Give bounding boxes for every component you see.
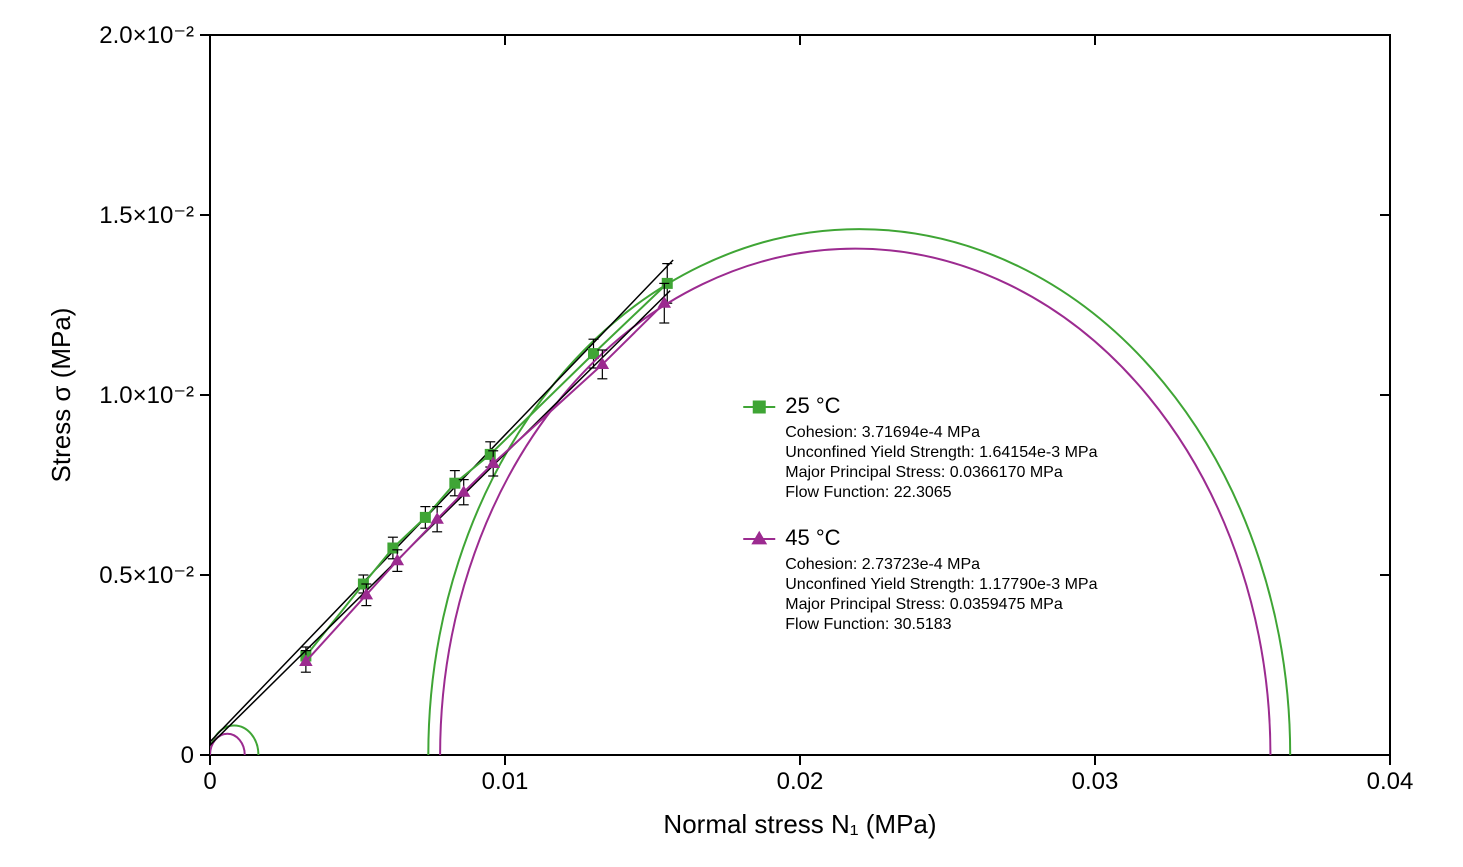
mohr-circle-chart: 0 0.01 0.02 0.03 0.04 0 0.5×10⁻² 1.0×10⁻² 1.5×1… (0, 0, 1463, 867)
x-tick-label: 0 (203, 768, 216, 795)
y-tick-label: 0 (181, 742, 194, 769)
legend: 25 °C Cohesion: 3.71694e-4 MPa Unconfined … (743, 393, 1097, 633)
legend-series-detail: Unconfined Yield Strength: 1.64154e-3 MP… (785, 444, 1097, 461)
legend-series-detail: Major Principal Stress: 0.0366170 MPa (785, 464, 1063, 481)
y-tick-label: 1.5×10⁻² (99, 202, 194, 229)
y-tick-label: 2.0×10⁻² (99, 22, 194, 49)
legend-series-title: 25 °C (785, 393, 840, 418)
legend-series-detail: Cohesion: 3.71694e-4 MPa (785, 424, 980, 441)
x-tick-label: 0.03 (1072, 768, 1119, 795)
x-tick-label: 0.01 (482, 768, 529, 795)
legend-series-detail: Flow Function: 30.5183 (785, 616, 951, 633)
legend-series-detail: Unconfined Yield Strength: 1.17790e-3 MP… (785, 576, 1097, 593)
legend-series-detail: Major Principal Stress: 0.0359475 MPa (785, 596, 1063, 613)
series-45°C (200, 249, 1270, 755)
legend-series-detail: Flow Function: 22.3065 (785, 484, 951, 501)
y-axis-label: Stress σ (MPa) (46, 308, 76, 483)
x-tick-label: 0.02 (777, 768, 824, 795)
y-tick-label: 1.0×10⁻² (99, 382, 194, 409)
legend-series-title: 45 °C (785, 525, 840, 550)
y-tick-label: 0.5×10⁻² (99, 562, 194, 589)
legend-series-detail: Cohesion: 2.73723e-4 MPa (785, 556, 980, 573)
x-tick-label: 0.04 (1367, 768, 1414, 795)
y-axis: 0 0.5×10⁻² 1.0×10⁻² 1.5×10⁻² 2.0×10⁻² (99, 22, 1390, 769)
data-series (197, 229, 1290, 755)
x-axis-label: Normal stress N₁ (MPa) (663, 809, 936, 839)
series-25°C (197, 229, 1290, 755)
